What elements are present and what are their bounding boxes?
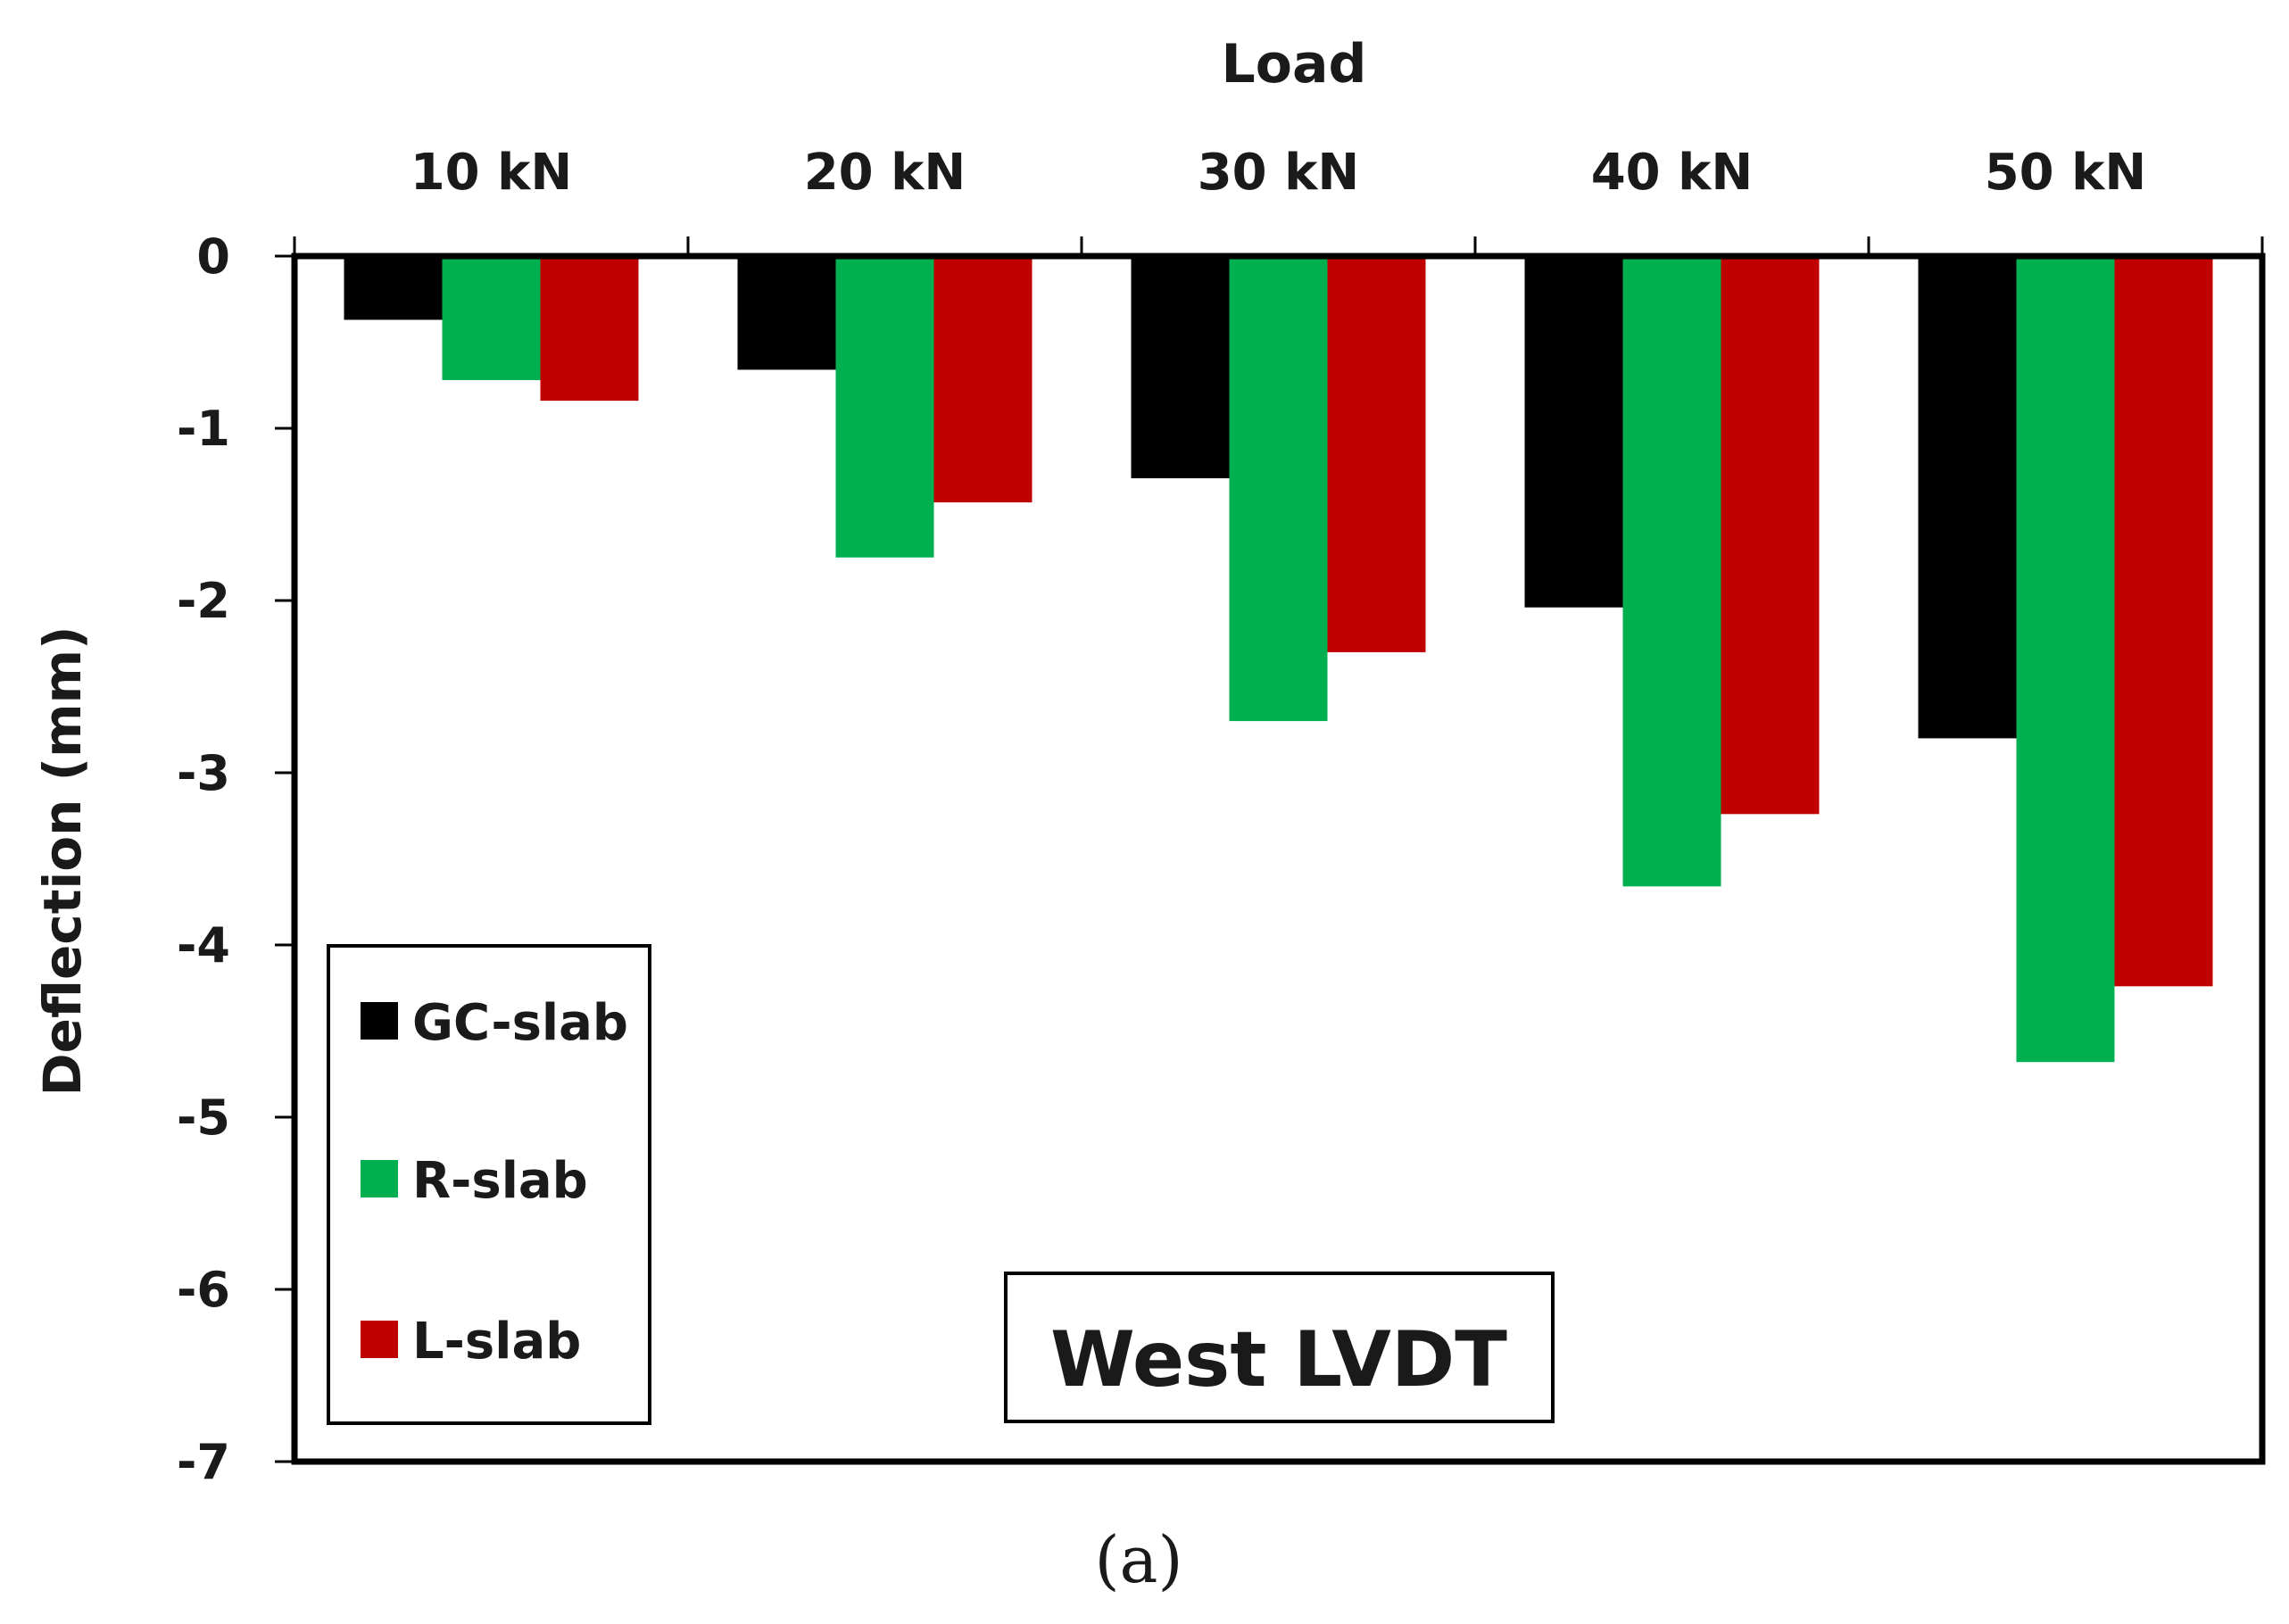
legend-swatch-r-slab xyxy=(361,1160,398,1197)
bar-l-slab-50kn xyxy=(2114,256,2213,987)
legend-swatch-l-slab xyxy=(361,1321,398,1358)
y-tick-labels: 0 -1 -2 -3 -4 -5 -6 -7 xyxy=(177,228,230,1490)
category-label: 40 kN xyxy=(1591,144,1754,202)
category-label: 10 kN xyxy=(411,144,573,202)
legend-label-l-slab: L-slab xyxy=(412,1313,581,1371)
category-label: 30 kN xyxy=(1198,144,1360,202)
bar-r-slab-30kn xyxy=(1229,256,1328,722)
legend-label-gc-slab: GC-slab xyxy=(412,994,628,1052)
category-label: 50 kN xyxy=(1985,144,2147,202)
y-tick-label: -3 xyxy=(177,745,230,801)
y-tick-label: -5 xyxy=(177,1090,230,1146)
y-tick-label: -6 xyxy=(177,1262,230,1318)
annotation-text: West LVDT xyxy=(1050,1315,1507,1404)
y-tick-label: 0 xyxy=(196,228,230,285)
bar-gc-slab-20kn xyxy=(737,256,836,370)
bar-gc-slab-40kn xyxy=(1524,256,1623,608)
bar-r-slab-50kn xyxy=(2016,256,2115,1063)
chart-title: Load xyxy=(1222,33,1367,95)
bar-r-slab-20kn xyxy=(835,256,934,558)
category-labels: 10 kN 20 kN 30 kN 40 kN 50 kN xyxy=(411,144,2147,202)
bars xyxy=(344,256,2213,1063)
y-axis-label: Deflection (mm) xyxy=(32,626,93,1096)
category-label: 20 kN xyxy=(804,144,966,202)
bar-gc-slab-30kn xyxy=(1131,256,1230,478)
y-tick-label: -1 xyxy=(177,401,230,457)
bar-r-slab-10kn xyxy=(442,256,541,380)
legend-label-r-slab: R-slab xyxy=(412,1152,588,1210)
annotation-frame xyxy=(1004,1272,1555,1423)
y-tick-label: -4 xyxy=(177,917,230,974)
bar-l-slab-10kn xyxy=(540,256,639,402)
bar-l-slab-20kn xyxy=(933,256,1033,502)
axes xyxy=(275,236,2266,1465)
bar-l-slab-30kn xyxy=(1327,256,1426,652)
plot-frame xyxy=(291,253,2266,1465)
annotation-box: West LVDT xyxy=(1004,1272,1555,1423)
bar-gc-slab-50kn xyxy=(1918,256,2017,739)
y-tick-label: -7 xyxy=(177,1434,230,1490)
legend: GC-slab R-slab L-slab xyxy=(327,944,651,1425)
bar-r-slab-40kn xyxy=(1622,256,1721,887)
bar-gc-slab-10kn xyxy=(344,256,443,320)
figure-caption: (a) xyxy=(1094,1522,1182,1597)
legend-swatch-gc-slab xyxy=(361,1002,398,1040)
bar-l-slab-40kn xyxy=(1721,256,1820,815)
y-tick-label: -2 xyxy=(177,573,230,629)
